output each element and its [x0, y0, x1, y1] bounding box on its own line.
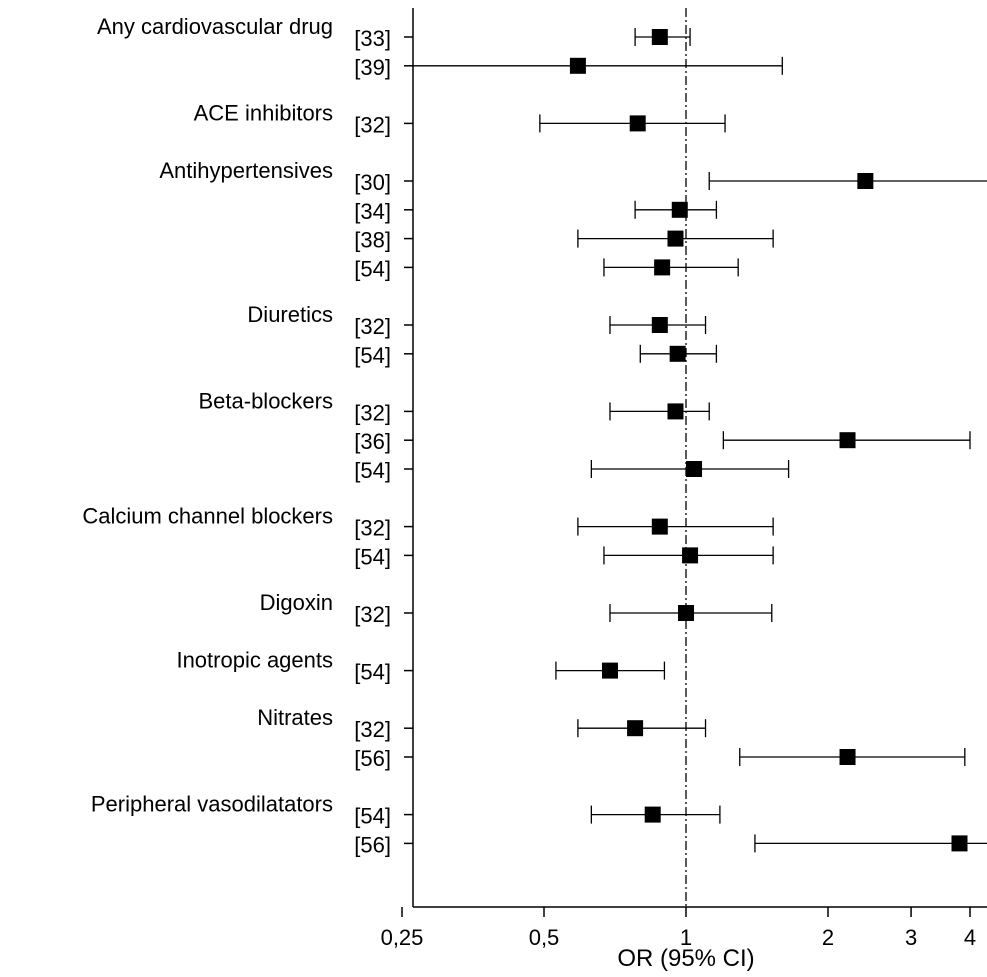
point-estimate-marker — [671, 201, 688, 218]
axis-layer — [412, 8, 987, 908]
study-ref-label: [32] — [354, 717, 391, 742]
study-ref-label: [54] — [354, 544, 391, 569]
study-ref-label: [39] — [354, 55, 391, 80]
point-estimate-marker — [601, 662, 618, 679]
point-estimate-marker — [669, 345, 686, 362]
group-label: Nitrates — [257, 705, 333, 730]
point-estimate-marker — [686, 461, 703, 477]
x-tick-label: 1 — [680, 925, 692, 950]
group-label: Antihypertensives — [159, 158, 333, 183]
point-estimates — [569, 29, 968, 852]
group-label: Peripheral vasodilatators — [91, 792, 333, 817]
x-tick-label: 0,5 — [529, 925, 560, 950]
point-estimate-marker — [667, 403, 684, 420]
study-ref-label: [54] — [354, 660, 391, 685]
study-ref-label: [54] — [354, 458, 391, 483]
study-ref-label: [30] — [354, 170, 391, 195]
x-ticks: 0,250,512345 — [381, 907, 976, 950]
group-label: Digoxin — [260, 590, 333, 615]
study-ref-label: [32] — [354, 516, 391, 541]
row-labels: Any cardiovascular drug [33] [39] ACE inhib… — [82, 14, 413, 857]
point-estimate-marker — [651, 518, 668, 535]
point-estimate-marker — [951, 835, 968, 852]
point-estimate-marker — [569, 57, 586, 74]
point-estimate-marker — [678, 605, 694, 621]
study-ref-label: [54] — [354, 804, 391, 829]
study-ref-label: [34] — [354, 199, 391, 224]
point-estimate-marker — [651, 317, 668, 333]
study-ref-label: [32] — [354, 112, 391, 137]
point-estimate-marker — [839, 432, 856, 449]
confidence-intervals — [413, 28, 987, 853]
x-tick-label: 4 — [964, 925, 976, 950]
study-ref-label: [32] — [354, 602, 391, 627]
point-estimate-marker — [629, 115, 646, 132]
point-estimate-marker — [627, 720, 644, 737]
group-label: Diuretics — [247, 302, 333, 327]
study-ref-label: [56] — [354, 746, 391, 771]
point-estimate-marker — [654, 259, 671, 276]
study-ref-label: [32] — [354, 400, 391, 425]
group-label: Any cardiovascular drug — [97, 14, 333, 39]
study-ref-label: [32] — [354, 314, 391, 339]
x-axis-title: OR (95% CI) — [617, 945, 754, 972]
group-label: Beta-blockers — [198, 388, 333, 413]
study-ref-label: [33] — [354, 26, 391, 51]
study-ref-label: [54] — [354, 256, 391, 281]
study-ref-label: [38] — [354, 228, 391, 253]
study-ref-label: [56] — [354, 832, 391, 857]
x-tick-label: 2 — [822, 925, 834, 950]
point-estimate-marker — [667, 230, 684, 247]
study-ref-label: [36] — [354, 429, 391, 454]
point-estimate-marker — [839, 749, 856, 765]
point-estimate-marker — [651, 29, 668, 45]
study-ref-label: [54] — [354, 343, 391, 368]
group-label: Calcium channel blockers — [82, 504, 333, 529]
group-label: Inotropic agents — [176, 648, 333, 673]
point-estimate-marker — [682, 547, 699, 564]
x-tick-label: 0,25 — [381, 925, 424, 950]
x-tick-label: 3 — [905, 925, 917, 950]
point-estimate-marker — [857, 173, 874, 189]
group-label: ACE inhibitors — [194, 100, 333, 125]
point-estimate-marker — [644, 806, 661, 823]
